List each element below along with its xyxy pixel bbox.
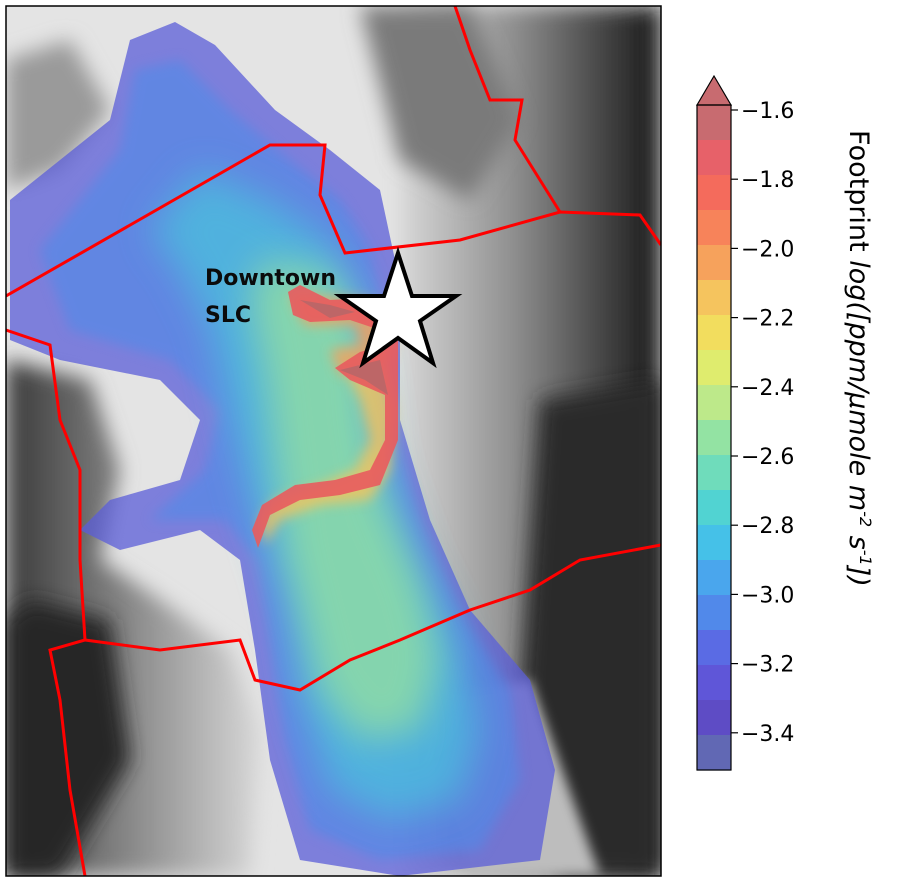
colorbar-tick-label: −2.6 xyxy=(741,445,794,470)
place-label-slc: SLC xyxy=(205,303,251,328)
colorbar-extend-arrow xyxy=(697,76,731,105)
colorbar-band xyxy=(697,210,731,246)
colorbar-band xyxy=(697,175,731,211)
colorbar-band xyxy=(697,735,731,771)
colorbar-band xyxy=(697,665,731,701)
colorbar-band xyxy=(697,280,731,316)
colorbar-band xyxy=(697,350,731,386)
colorbar-band xyxy=(697,420,731,456)
colorbar-tick-label: −3.4 xyxy=(741,722,794,747)
colorbar-tick-label: −2.0 xyxy=(741,237,794,262)
colorbar-band xyxy=(697,700,731,736)
colorbar-tick-label: −2.8 xyxy=(741,514,794,539)
colorbar-band xyxy=(697,245,731,281)
colorbar-tick-label: −2.4 xyxy=(741,376,794,401)
colorbar-tick-label: −3.0 xyxy=(741,583,794,608)
colorbar-band xyxy=(697,140,731,176)
colorbar-band xyxy=(697,560,731,596)
colorbar-tick-label: −3.2 xyxy=(741,653,794,678)
colorbar-band xyxy=(697,315,731,351)
colorbar-band xyxy=(697,385,731,421)
place-label-downtown: Downtown xyxy=(205,266,336,291)
colorbar-ticks: −1.6 −1.8 −2.0 −2.2 −2.4 −2.6 −2.8 −3.0 −3.2 −3.4 xyxy=(731,99,794,747)
colorbar-band xyxy=(697,105,731,141)
colorbar-tick-label: −2.2 xyxy=(741,307,794,332)
colorbar-band xyxy=(697,630,731,666)
colorbar-band xyxy=(697,490,731,526)
colorbar-band xyxy=(697,525,731,561)
colorbar-tick-label: −1.8 xyxy=(741,168,794,193)
colorbar-band xyxy=(697,455,731,491)
colorbar-title: Footprint log([ppm/μmole m-2 s-1]) xyxy=(843,130,875,587)
colorbar-tick-label: −1.6 xyxy=(741,99,794,124)
colorbar-bands xyxy=(697,105,731,771)
colorbar: −1.6 −1.8 −2.0 −2.2 −2.4 −2.6 −2.8 −3.0 −3.2 −3.4 xyxy=(697,76,794,771)
colorbar-band xyxy=(697,595,731,631)
